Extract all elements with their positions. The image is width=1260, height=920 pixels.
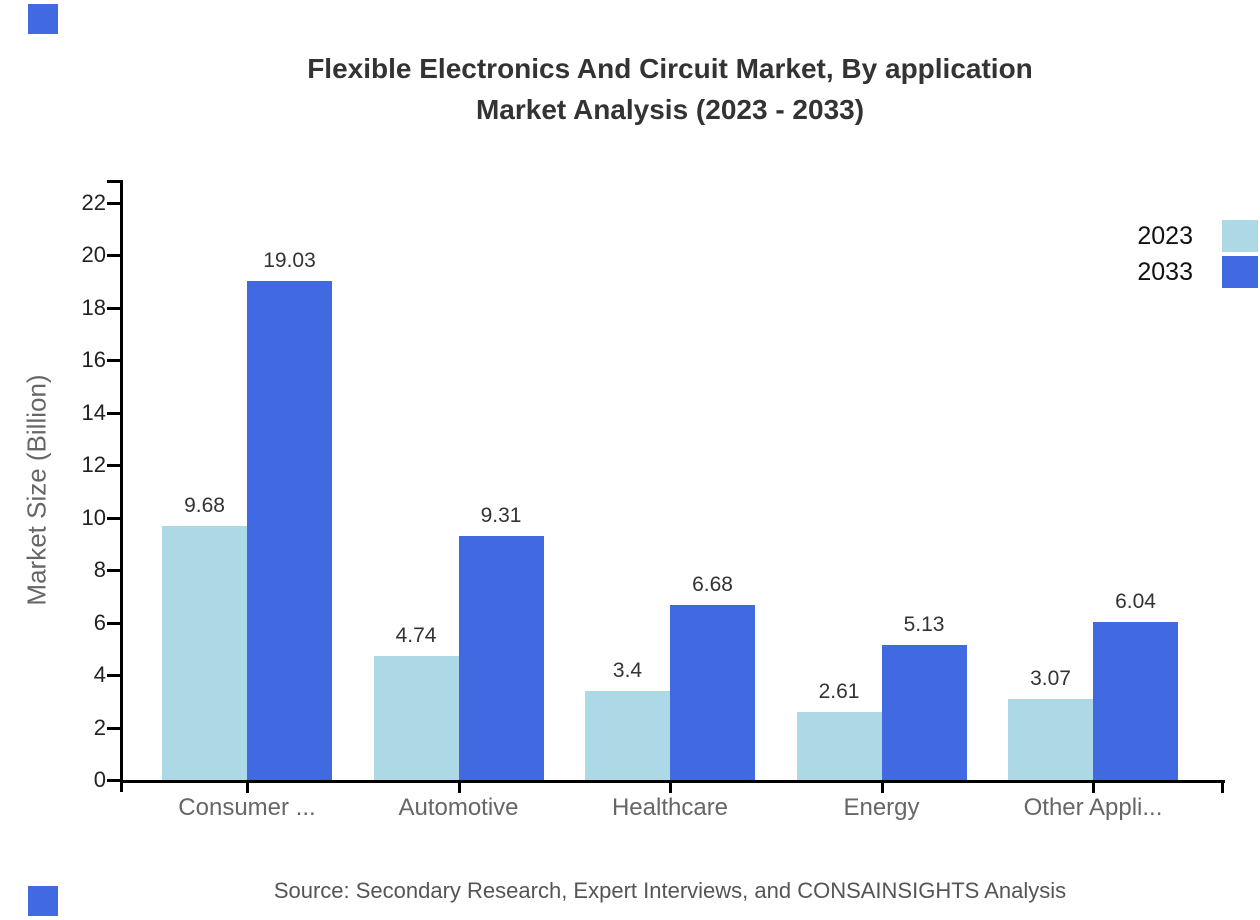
y-tick-label: 8 (93, 557, 106, 583)
source-note: Source: Secondary Research, Expert Inter… (273, 878, 1067, 903)
y-tick (107, 569, 120, 573)
y-tick-label: 10 (81, 504, 106, 530)
y-tick (107, 779, 120, 782)
bar-2023 (1008, 699, 1093, 780)
y-tick (107, 464, 120, 468)
bar-2033 (881, 645, 967, 780)
legend: 2023 2033 (1040, 220, 1258, 292)
y-tick-label: 16 (81, 347, 106, 373)
x-tick (880, 780, 884, 793)
y-tick-label: 20 (81, 242, 106, 268)
y-tick (107, 674, 120, 678)
y-tick-label: 2 (93, 714, 106, 740)
x-tick (1092, 780, 1095, 793)
y-tick (107, 202, 120, 205)
legend-item-2023: 2023 (1040, 220, 1258, 252)
value-label: 4.74 (395, 623, 437, 647)
x-category-label: Automotive (398, 794, 519, 821)
brand-square-bottom-icon (28, 886, 58, 916)
bar-2023 (585, 690, 670, 780)
y-tick-label: 6 (93, 609, 106, 635)
value-label: 6.04 (1115, 589, 1156, 613)
bar-2023 (373, 655, 459, 780)
y-tick (107, 254, 120, 258)
x-tick (457, 780, 461, 793)
x-tick (246, 780, 249, 793)
x-category-label: Other Appli... (1023, 794, 1163, 821)
x-category-label: Healthcare (611, 794, 729, 821)
y-tick (107, 306, 120, 310)
y-tick-label: 12 (81, 452, 106, 478)
legend-label-2033: 2033 (1137, 257, 1193, 286)
chart-title-line2: Market Analysis (2023 - 2033) (475, 94, 865, 125)
y-tick (107, 516, 120, 520)
brand-square-top-icon (28, 4, 58, 34)
y-tick-label: 0 (93, 767, 106, 792)
bar-2023 (796, 711, 882, 780)
value-label: 9.68 (184, 494, 225, 518)
y-axis-line (120, 180, 123, 792)
x-category-label: Consumer ... (178, 794, 316, 821)
x-tick (669, 780, 672, 793)
x-axis-line (120, 780, 1225, 783)
y-tick (107, 726, 120, 730)
bar-2023 (162, 526, 247, 780)
bar-2033 (247, 280, 332, 780)
chart-title-line1: Flexible Electronics And Circuit Market,… (307, 53, 1033, 84)
bar-2033 (670, 604, 755, 780)
y-tick-label: 4 (93, 662, 106, 688)
y-tick (107, 411, 120, 415)
legend-label-2023: 2023 (1137, 221, 1193, 250)
y-tick-label: 22 (81, 190, 106, 215)
value-label: 19.03 (263, 248, 316, 272)
x-category-label: Energy (843, 794, 920, 821)
chart-title: Flexible Electronics And Circuit Market,… (80, 48, 1260, 130)
value-label: 5.13 (903, 613, 945, 637)
bar-2033 (1093, 621, 1178, 780)
y-axis-top-cap (107, 180, 120, 183)
y-tick (107, 359, 120, 363)
legend-swatch-2023 (1222, 220, 1258, 252)
legend-item-2033: 2033 (1040, 256, 1258, 288)
legend-swatch-2033 (1222, 256, 1258, 288)
x-axis-end-cap (1221, 780, 1224, 793)
y-tick (107, 621, 120, 625)
value-label: 9.31 (480, 503, 522, 527)
y-tick-label: 14 (81, 399, 106, 425)
value-label: 2.61 (818, 679, 860, 703)
value-label: 3.07 (1030, 667, 1071, 691)
bar-2033 (458, 535, 544, 780)
value-label: 6.68 (692, 572, 733, 596)
y-tick-label: 18 (81, 294, 106, 320)
value-label: 3.4 (612, 658, 643, 682)
